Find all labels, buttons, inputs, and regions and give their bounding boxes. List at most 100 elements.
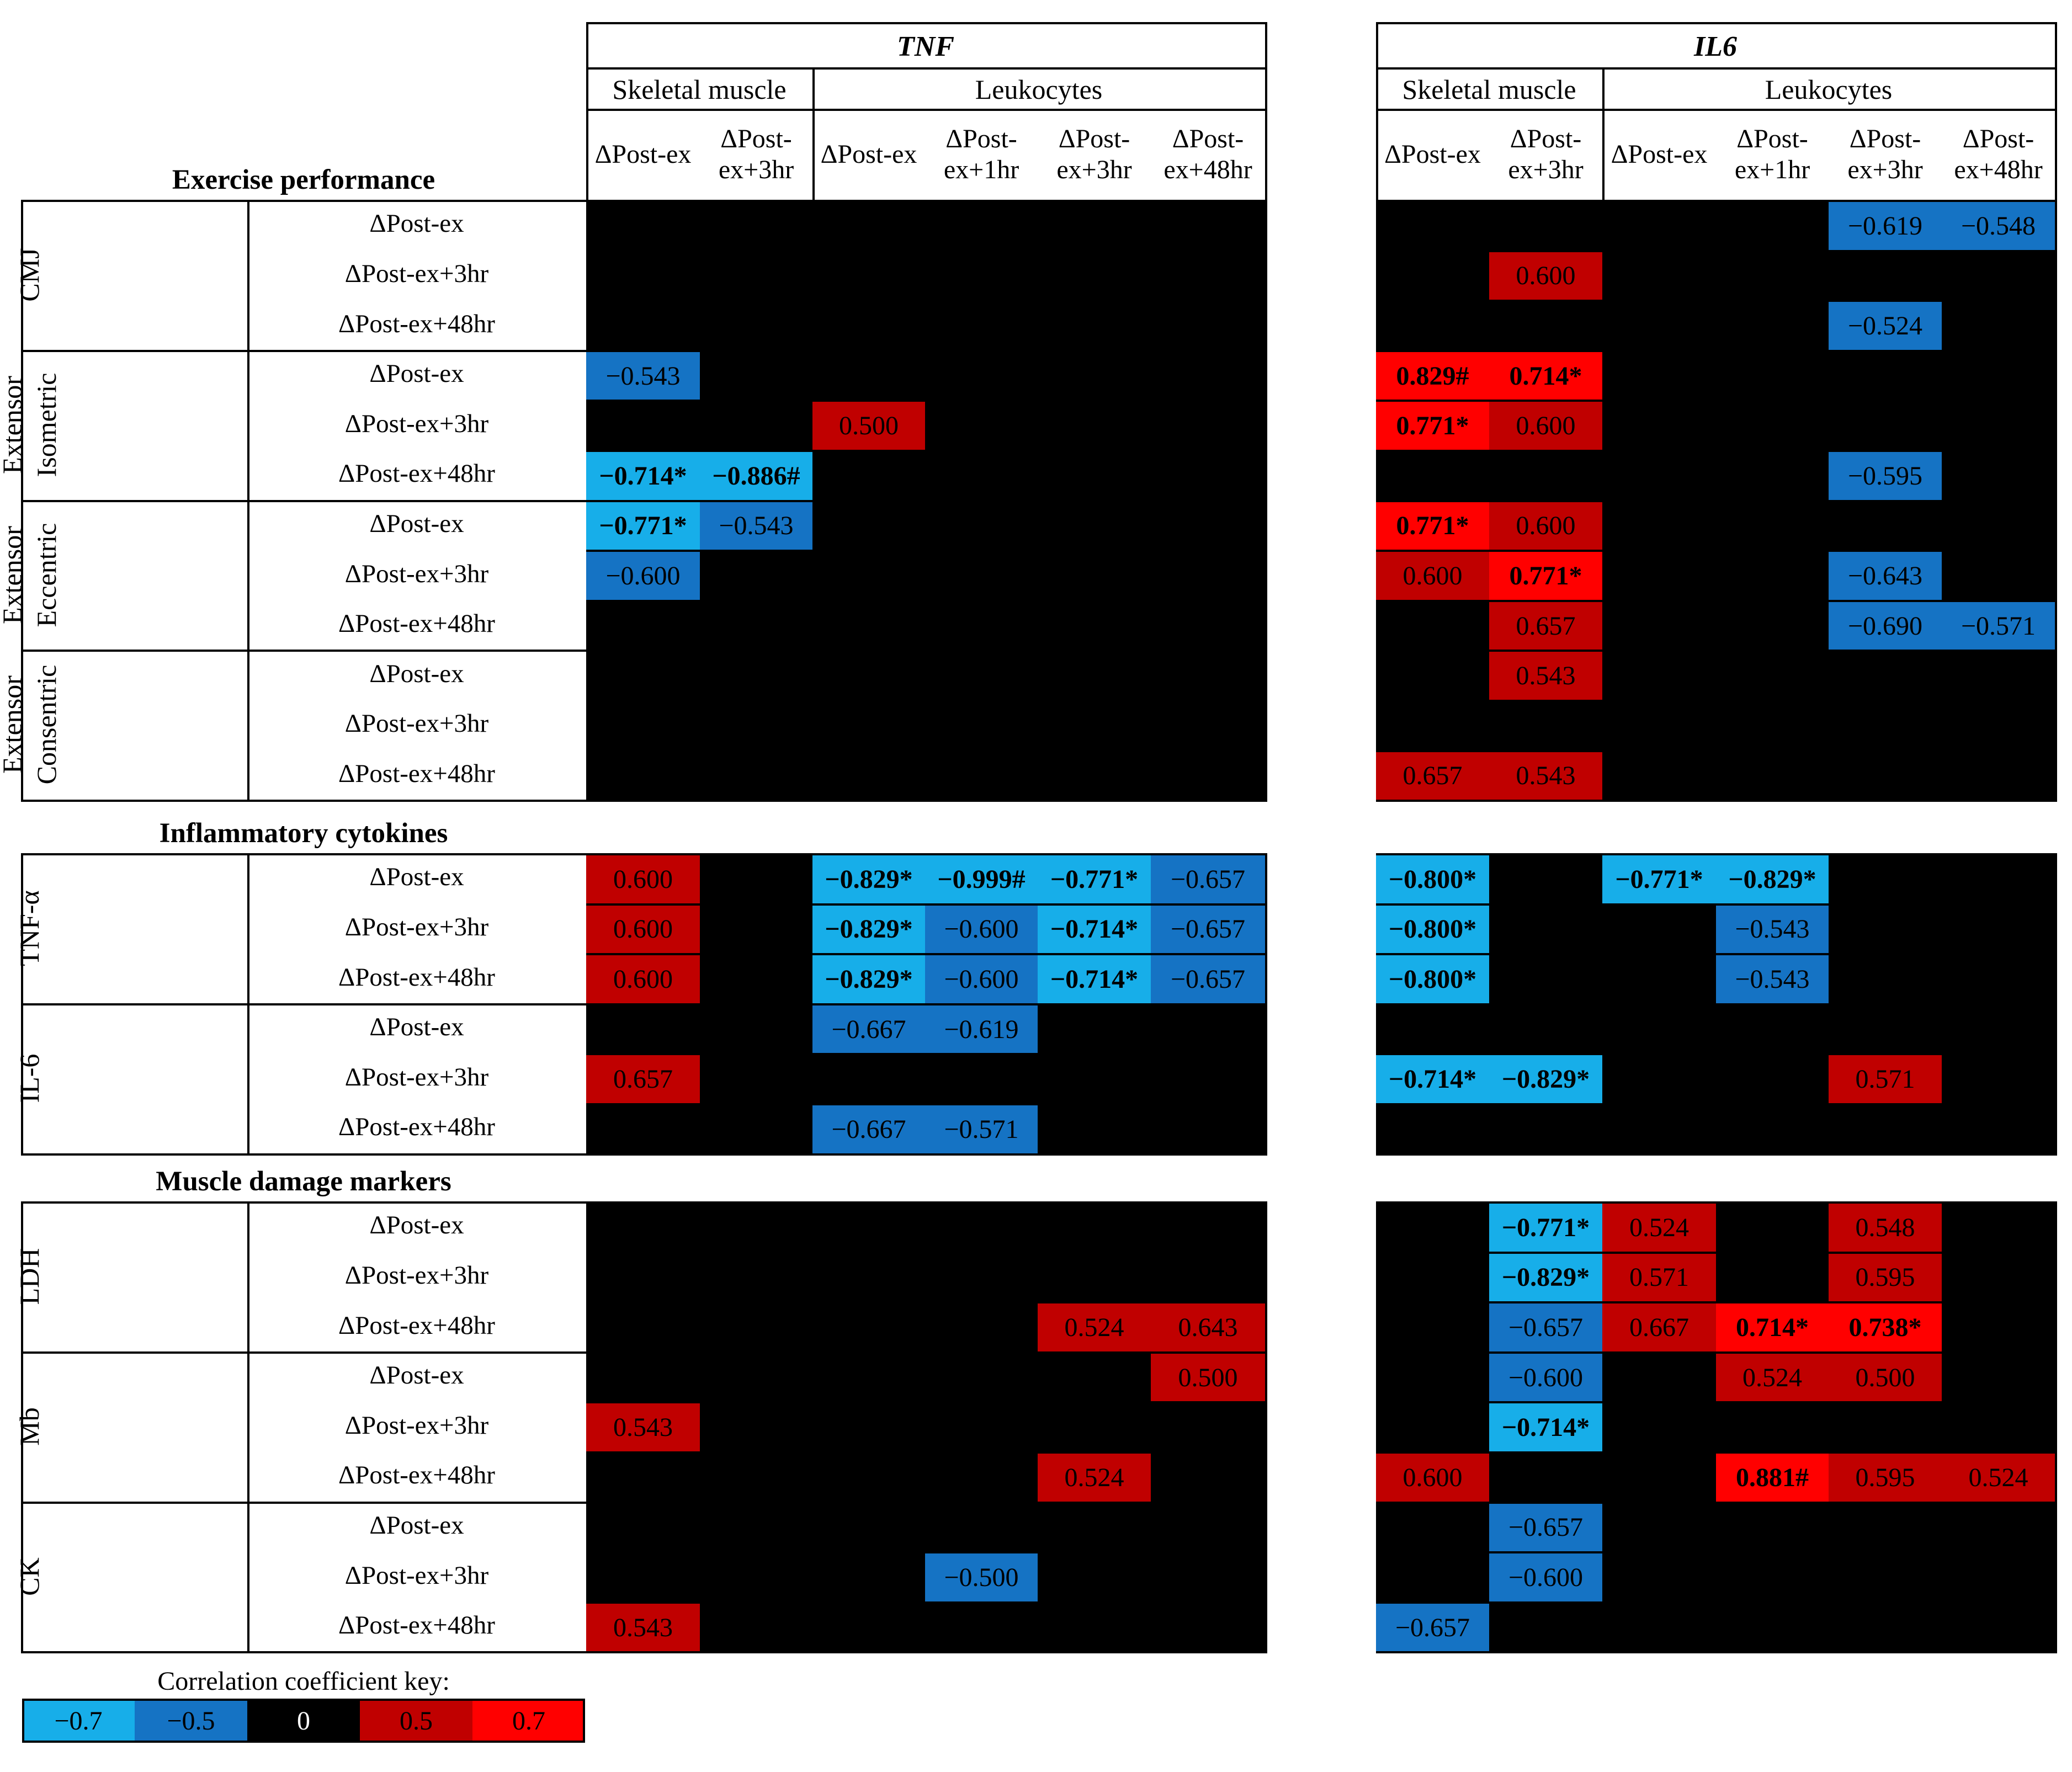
- group-label-tnf-: TNF-α: [14, 890, 45, 966]
- tnf-cell: −0.657: [1151, 905, 1265, 954]
- row-label: ΔPost-ex+48hr: [338, 309, 495, 338]
- group-separator: [21, 1351, 589, 1354]
- row-label: ΔPost-ex: [369, 1510, 464, 1540]
- tnf-cell: −0.714*: [586, 452, 700, 500]
- il6-cell: −0.829*: [1489, 1055, 1602, 1103]
- il6-cell: −0.714*: [1376, 1055, 1489, 1103]
- tnf-cell: 0.643: [1151, 1303, 1265, 1351]
- tnf-cell: 0.543: [586, 1403, 700, 1451]
- key-swatch: −0.5: [135, 1699, 247, 1743]
- il6-header-left: [1376, 22, 1378, 200]
- tnf-cell: −0.714*: [1038, 955, 1151, 1003]
- tnf-cell: 0.600: [586, 855, 700, 903]
- group-label-mb: Mb: [14, 1407, 45, 1446]
- group-label-ldh: LDH: [14, 1248, 45, 1305]
- tnf-panel-bg-1: [586, 853, 1267, 1156]
- key-swatch: 0.5: [360, 1699, 472, 1743]
- il6-cell: 0.571: [1602, 1253, 1716, 1302]
- il6-cell: −0.548: [1942, 202, 2055, 250]
- tnf-cell: 0.500: [1151, 1353, 1265, 1402]
- row-label: ΔPost-ex+48hr: [338, 459, 495, 488]
- group-separator: [21, 349, 589, 352]
- il6-col-header-5: ΔPost-ex+48hr: [1954, 124, 2043, 184]
- tnf-cell: −0.657: [1151, 955, 1265, 1003]
- il6-gene-title: IL6: [1694, 31, 1737, 62]
- tnf-cell: −0.886#: [700, 452, 812, 500]
- tnf-cell: −0.543: [586, 352, 700, 400]
- row-label: ΔPost-ex+3hr: [344, 409, 489, 438]
- section-0-top-line: [21, 200, 589, 202]
- row-label: ΔPost-ex: [369, 863, 464, 892]
- il6-col-header-2: ΔPost-ex: [1611, 139, 1708, 169]
- il6-cell: −0.829*: [1716, 855, 1829, 903]
- il6-panel-bg-0: [1376, 200, 2057, 802]
- row-label: ΔPost-ex+3hr: [344, 1260, 489, 1290]
- group-label-divider: [247, 650, 249, 802]
- il6-cell: −0.800*: [1376, 855, 1489, 903]
- tnf-cell: −0.771*: [1038, 855, 1151, 903]
- group-label-divider: [247, 499, 249, 652]
- il6-cell: −0.595: [1829, 452, 1942, 500]
- group-label-extensor-eccentric: Extensor Eccentric: [0, 523, 62, 627]
- il6-cell: 0.657: [1489, 602, 1602, 650]
- il6-cell: −0.600: [1489, 1353, 1602, 1402]
- il6-cell: 0.548: [1829, 1204, 1942, 1252]
- il6-cell: 0.571: [1829, 1055, 1942, 1103]
- il6-col-header-3: ΔPost-ex+1hr: [1734, 124, 1810, 184]
- row-label: ΔPost-ex+48hr: [338, 609, 495, 638]
- il6-cell: 0.657: [1376, 752, 1489, 800]
- tnf-col-header-0: ΔPost-ex: [594, 139, 692, 169]
- tnf-header-left: [586, 22, 588, 200]
- il6-cell: −0.643: [1829, 552, 1942, 600]
- il6-cell: −0.600: [1489, 1553, 1602, 1601]
- il6-cell: 0.543: [1489, 752, 1602, 800]
- il6-cell: 0.524: [1716, 1353, 1829, 1402]
- group-separator: [21, 1501, 589, 1504]
- tnf-cell: −0.667: [812, 1105, 925, 1153]
- group-label-ck: CK: [14, 1557, 45, 1596]
- row-label: ΔPost-ex+48hr: [338, 1311, 495, 1340]
- tnf-cell: −0.600: [586, 552, 700, 600]
- group-label-extensor-isometric: Extensor Isometric: [0, 373, 62, 477]
- tnf-panel-bg-0: [586, 200, 1267, 802]
- il6-tissue-divider: [1602, 67, 1605, 200]
- il6-cell: 0.524: [1602, 1204, 1716, 1252]
- il6-header-line-2: [1376, 67, 2057, 70]
- group-label-cmj: CMJ: [14, 248, 45, 302]
- tnf-col-header-1: ΔPost-ex+3hr: [718, 124, 794, 184]
- key-swatch: −0.7: [22, 1699, 135, 1743]
- row-label: ΔPost-ex: [369, 359, 464, 389]
- il6-cell: −0.657: [1489, 1303, 1602, 1351]
- il6-header-right: [2055, 22, 2057, 200]
- key-title: Correlation coefficient key:: [157, 1667, 450, 1696]
- il6-cell: 0.524: [1942, 1454, 2055, 1502]
- il6-tissue-skeletal: Skeletal muscle: [1402, 73, 1576, 105]
- row-label: ΔPost-ex: [369, 659, 464, 688]
- il6-cell: 0.600: [1376, 1454, 1489, 1502]
- tnf-header-top: [586, 22, 1267, 24]
- tnf-cell: 0.500: [812, 402, 925, 450]
- group-separator: [21, 1003, 589, 1005]
- il6-header-line-3: [1376, 109, 2057, 111]
- row-label: ΔPost-ex: [369, 209, 464, 238]
- tnf-tissue-divider: [812, 67, 815, 200]
- il6-cell: 0.600: [1489, 502, 1602, 550]
- il6-cell: −0.543: [1716, 955, 1829, 1003]
- tnf-col-header-3: ΔPost-ex+1hr: [943, 124, 1019, 184]
- il6-cell: −0.657: [1489, 1503, 1602, 1552]
- section-2-bottom-line: [21, 1651, 589, 1654]
- row-label: ΔPost-ex: [369, 1013, 464, 1042]
- row-label: ΔPost-ex: [369, 1361, 464, 1390]
- il6-tissue-leukocytes: Leukocytes: [1765, 73, 1893, 105]
- group-label-divider: [247, 1351, 249, 1504]
- tnf-cell: −0.714*: [1038, 905, 1151, 954]
- section-title-2: Muscle damage markers: [156, 1166, 451, 1197]
- tnf-cell: −0.771*: [586, 502, 700, 550]
- tnf-cell: 0.600: [586, 955, 700, 1003]
- tnf-cell: −0.619: [925, 1005, 1038, 1053]
- il6-cell: −0.771*: [1489, 1204, 1602, 1252]
- row-label: ΔPost-ex: [369, 509, 464, 538]
- il6-cell: 0.881#: [1716, 1454, 1829, 1502]
- il6-cell: 0.543: [1489, 652, 1602, 700]
